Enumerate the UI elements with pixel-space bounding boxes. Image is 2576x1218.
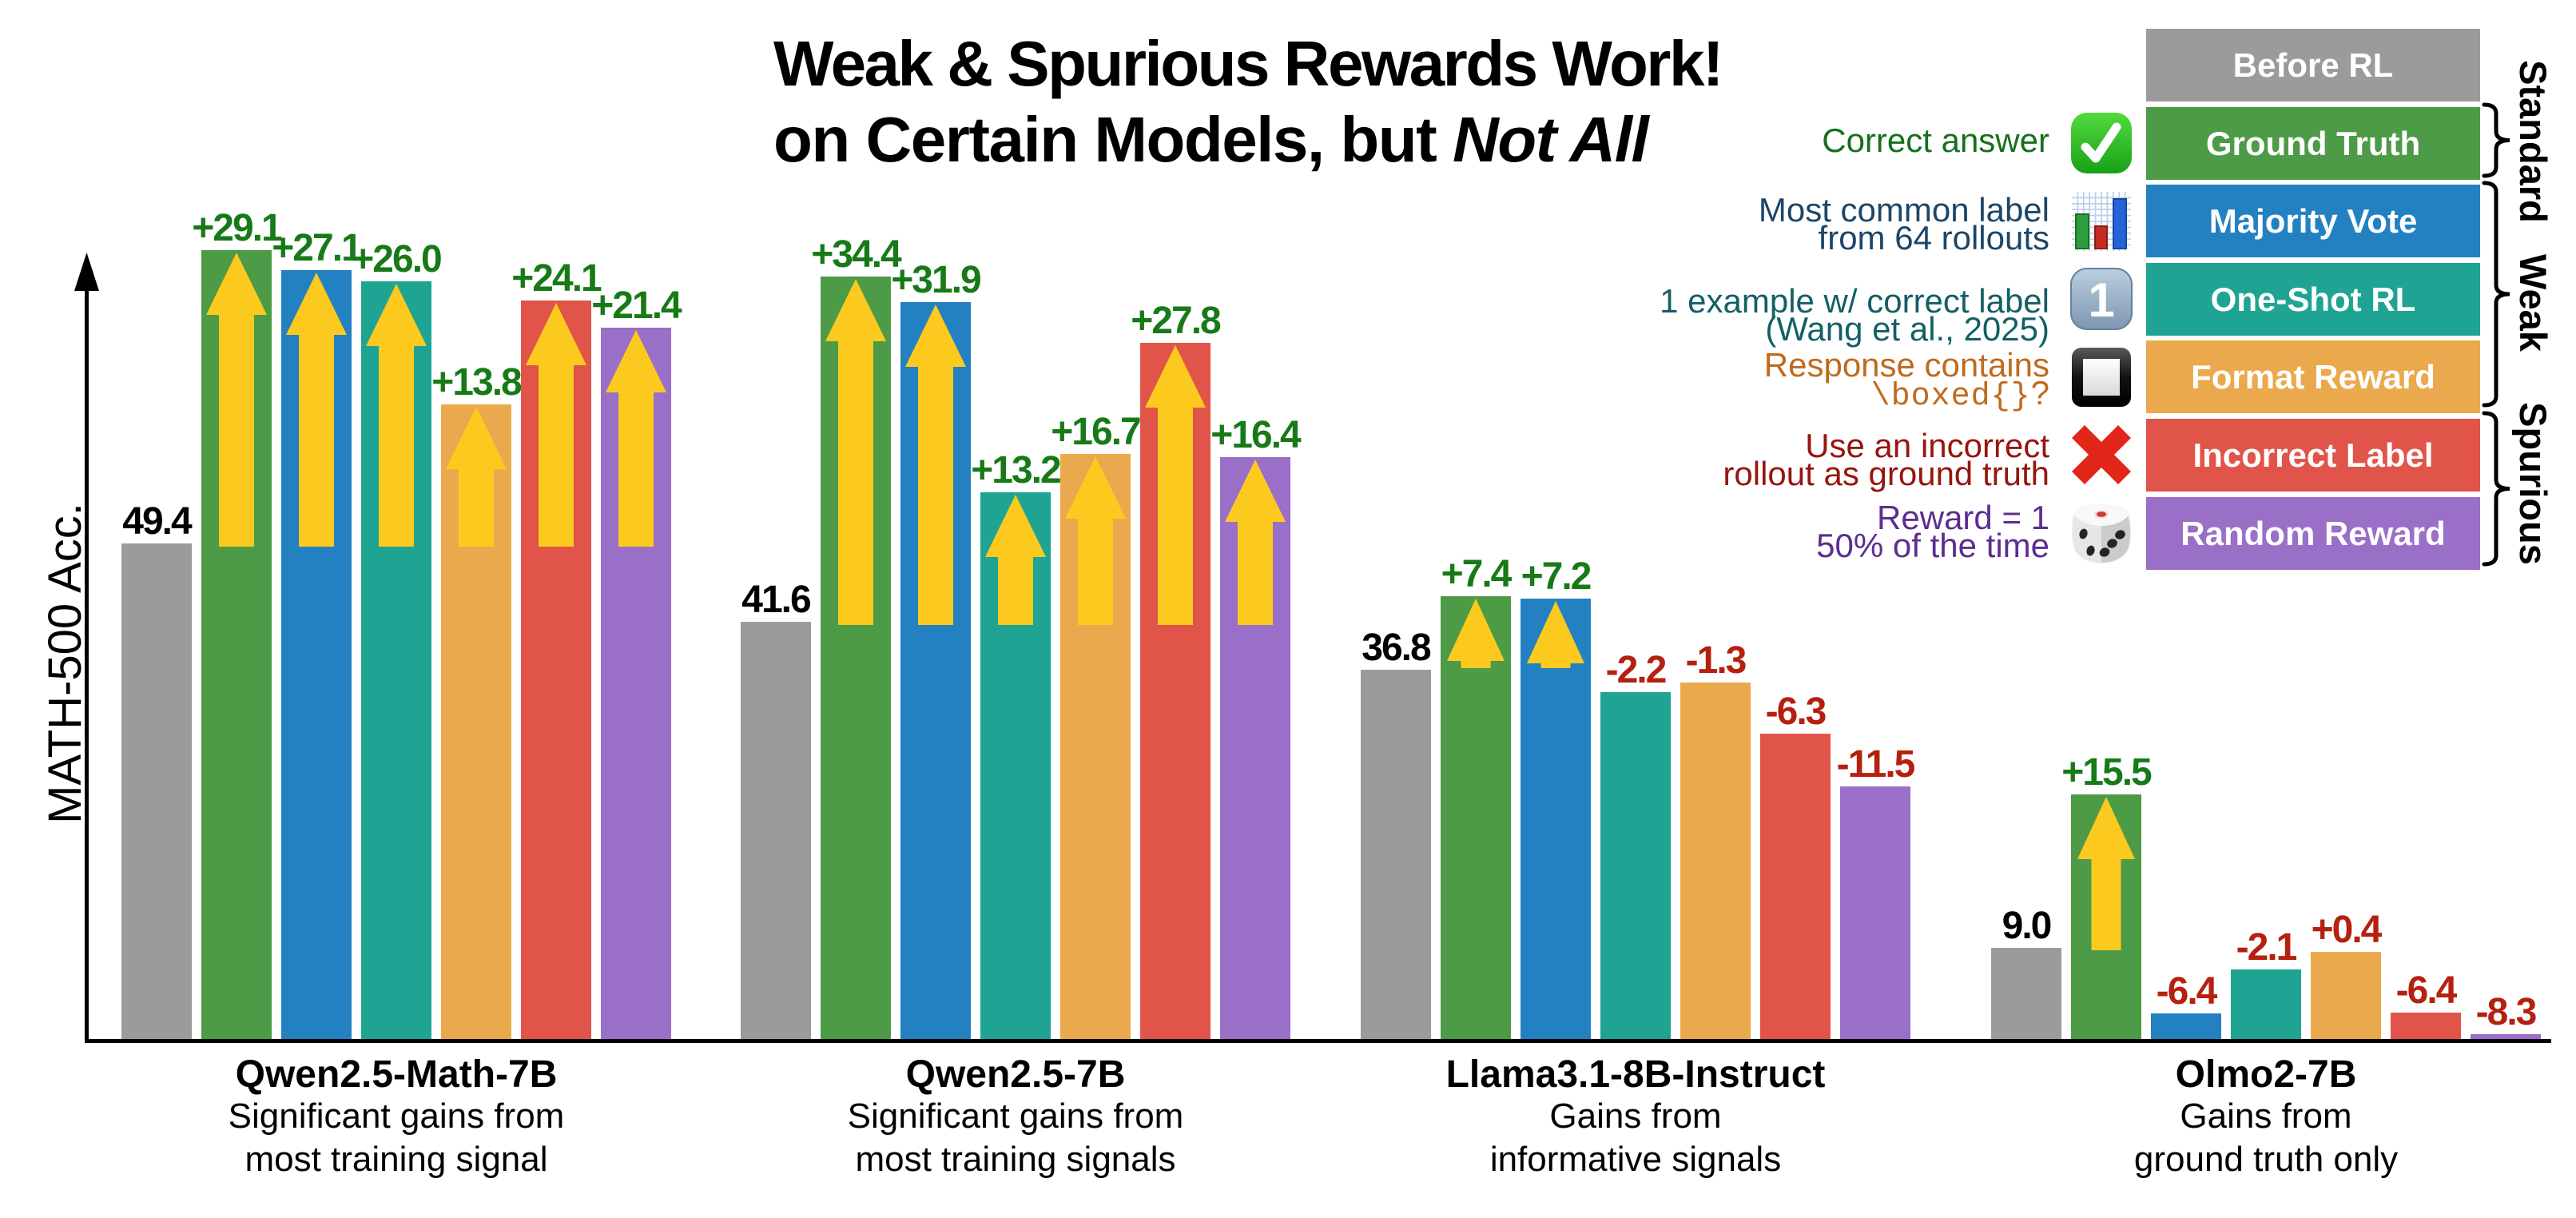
svg-text:1: 1 xyxy=(2088,273,2114,327)
